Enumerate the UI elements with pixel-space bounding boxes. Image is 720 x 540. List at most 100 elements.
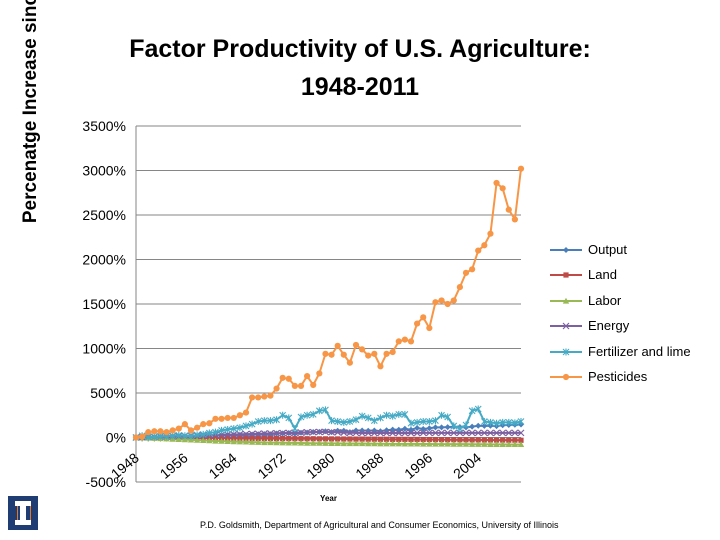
data-point-pesticides (200, 421, 207, 428)
data-point-fertilizer-and-lime (242, 422, 250, 430)
data-point-labor (242, 438, 250, 445)
data-point-labor (481, 441, 488, 447)
data-point-pesticides (310, 381, 317, 389)
data-point-land (512, 437, 518, 443)
legend-item-energy: Energy (548, 316, 691, 341)
x-tick-label: 1972 (254, 449, 288, 481)
data-point-labor (420, 440, 427, 447)
data-point-pesticides (187, 427, 195, 434)
data-point-pesticides (377, 363, 384, 370)
data-point-fertilizer-and-lime (334, 417, 342, 425)
data-point-labor (193, 436, 201, 443)
data-point-fertilizer-and-lime (395, 410, 403, 418)
data-point-pesticides (175, 425, 182, 432)
data-point-land (438, 437, 445, 443)
legend-item-fertilizer-and-lime: Fertilizer and lime (548, 342, 691, 367)
data-point-pesticides (426, 324, 433, 332)
data-point-land (298, 436, 304, 442)
data-point-fertilizer-and-lime (480, 417, 488, 425)
data-point-pesticides (230, 414, 237, 422)
data-point-labor (426, 440, 433, 447)
data-point-fertilizer-and-lime (224, 425, 232, 433)
data-point-fertilizer-and-lime (199, 430, 207, 438)
data-point-pesticides (181, 421, 188, 428)
data-point-land (390, 436, 396, 442)
x-axis-label: Year (320, 494, 337, 503)
data-point-pesticides (432, 299, 439, 306)
data-point-land (493, 437, 500, 443)
data-point-labor (475, 441, 482, 447)
data-point-energy (236, 430, 244, 438)
university-logo (8, 496, 38, 530)
data-point-labor (261, 439, 268, 446)
data-point-fertilizer-and-lime (462, 421, 470, 429)
data-point-energy (383, 429, 390, 437)
y-tick-label: 500% (90, 385, 126, 401)
data-point-pesticides (249, 394, 256, 401)
data-point-labor (230, 438, 237, 445)
data-point-labor (401, 440, 409, 447)
data-point-output (395, 426, 402, 433)
data-point-labor (517, 441, 525, 448)
legend-swatch-labor (550, 297, 582, 304)
data-point-land (249, 435, 255, 441)
data-point-energy (260, 430, 268, 438)
data-point-energy (370, 429, 378, 437)
legend-marker-energy (562, 322, 570, 330)
data-point-pesticides (285, 375, 292, 382)
data-point-energy (425, 429, 433, 437)
data-point-energy (493, 429, 500, 437)
data-point-labor (487, 441, 494, 447)
data-point-pesticides (365, 352, 372, 359)
data-point-fertilizer-and-lime (425, 417, 433, 425)
legend-label: Land (588, 267, 617, 283)
data-point-fertilizer-and-lime (499, 418, 507, 426)
data-point-labor (200, 437, 207, 444)
data-point-labor (212, 437, 219, 444)
data-point-labor (206, 437, 213, 444)
data-point-energy (315, 428, 323, 436)
legend-label: Output (588, 242, 628, 257)
data-point-labor (389, 440, 396, 447)
data-point-fertilizer-and-lime (218, 426, 225, 434)
data-point-pesticides (475, 247, 482, 254)
data-point-pesticides (242, 409, 250, 416)
data-point-pesticides (145, 429, 152, 436)
x-tick-label: 1980 (303, 449, 337, 481)
data-point-energy (413, 429, 421, 437)
data-point-fertilizer-and-lime (230, 425, 238, 433)
data-point-pesticides (450, 297, 457, 304)
data-point-labor (334, 440, 341, 446)
data-point-energy (487, 429, 494, 437)
data-point-pesticides (297, 382, 305, 389)
data-point-fertilizer-and-lime (383, 411, 390, 419)
data-point-pesticides (438, 297, 445, 304)
series-labor (132, 434, 525, 448)
data-point-energy (303, 428, 311, 436)
legend-swatch-fertilizer-and-lime (550, 348, 582, 356)
legend-marker-land (563, 272, 569, 278)
data-point-pesticides (505, 206, 512, 213)
data-point-land (396, 436, 402, 442)
data-point-fertilizer-and-lime (389, 412, 397, 420)
data-point-pesticides (157, 428, 164, 435)
data-point-pesticides (322, 350, 329, 357)
data-point-fertilizer-and-lime (407, 419, 415, 427)
data-point-land (292, 436, 298, 442)
data-point-labor (218, 437, 225, 444)
data-point-labor (297, 439, 305, 446)
data-point-labor (371, 440, 378, 447)
data-point-pesticides (407, 338, 415, 345)
data-point-pesticides (169, 427, 176, 434)
data-point-pesticides (359, 346, 366, 353)
data-point-pesticides (151, 428, 158, 435)
data-point-fertilizer-and-lime (364, 414, 372, 422)
data-point-fertilizer-and-lime (474, 405, 482, 413)
data-point-pesticides (401, 336, 408, 343)
data-point-energy (432, 429, 439, 437)
data-point-land (457, 437, 463, 443)
data-point-labor (316, 439, 323, 446)
data-point-pesticides (511, 216, 518, 223)
data-point-pesticides (493, 179, 500, 187)
